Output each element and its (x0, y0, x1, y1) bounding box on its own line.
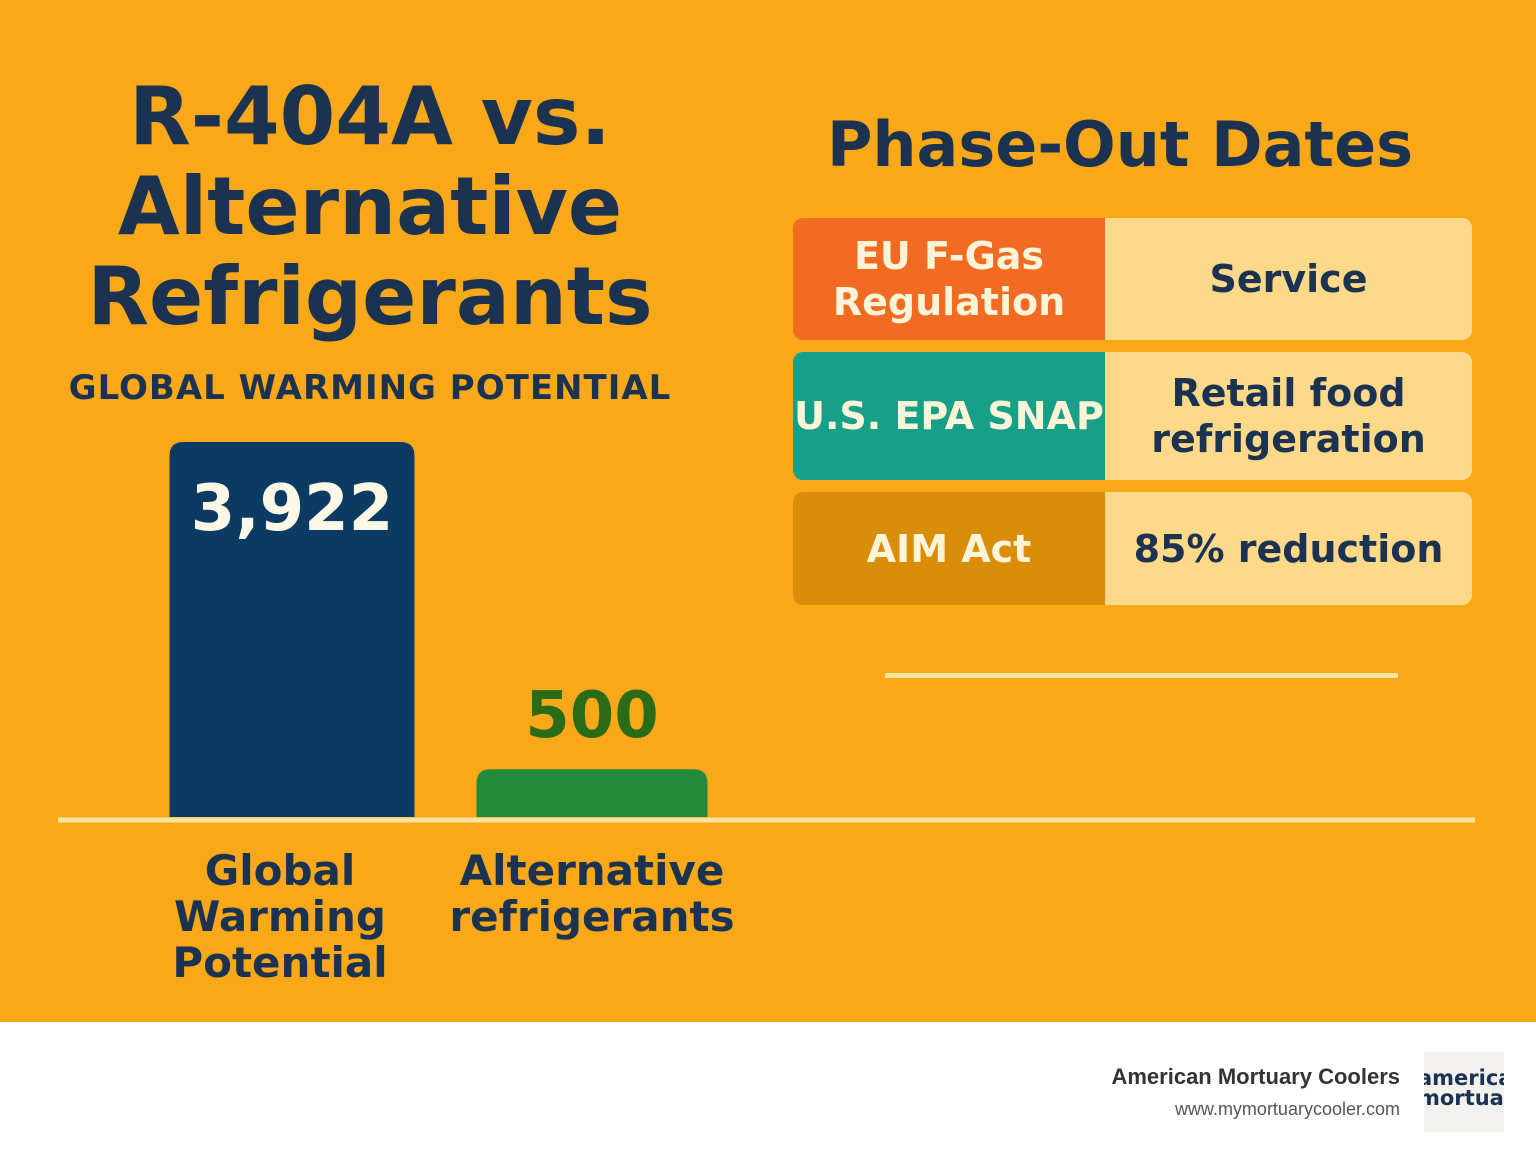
table-cell: AIM Act (793, 492, 1105, 605)
x-tick-label: Alternative refrigerants (449, 846, 735, 941)
logo: americanmortuary (1424, 1052, 1504, 1132)
logo-text: mortuary (1424, 1086, 1504, 1110)
divider (885, 673, 1398, 678)
value-label: 3,922 (190, 472, 394, 546)
brand: American Mortuary Coolers (1111, 1064, 1400, 1089)
table-row: U.S. EPA SNAP Retail food refrigeration (793, 352, 1472, 480)
poster: R-404A vs. Alternative Refrigerants GLOB… (0, 0, 1536, 1022)
table-cell: Service (1105, 218, 1472, 340)
table-row: EU F-Gas Regulation Service (793, 218, 1472, 340)
chart-subtitle: GLOBAL WARMING POTENTIAL (68, 368, 672, 408)
table-row: AIM Act 85% reduction (793, 492, 1472, 605)
table-cell: Retail food refrigeration (1105, 352, 1472, 480)
url: www.mymortuarycooler.com (1174, 1099, 1400, 1119)
x-tick-label: Global Warming Potential (172, 846, 388, 987)
table-cell: EU F-Gas Regulation (793, 218, 1105, 340)
table-cell: U.S. EPA SNAP (793, 352, 1105, 480)
value-label: 500 (525, 679, 659, 754)
bar (169, 442, 415, 817)
bar (476, 769, 708, 817)
chart-title: R-404A vs. Alternative Refrigerants (87, 70, 653, 343)
table: EU F-Gas Regulation Service U.S. EPA SNAP R… (793, 218, 1472, 617)
chart (58, 442, 1475, 823)
table-cell: 85% reduction (1105, 492, 1472, 605)
logo-text: american (1424, 1066, 1504, 1090)
panel-title: Phase-Out Dates (826, 108, 1414, 181)
